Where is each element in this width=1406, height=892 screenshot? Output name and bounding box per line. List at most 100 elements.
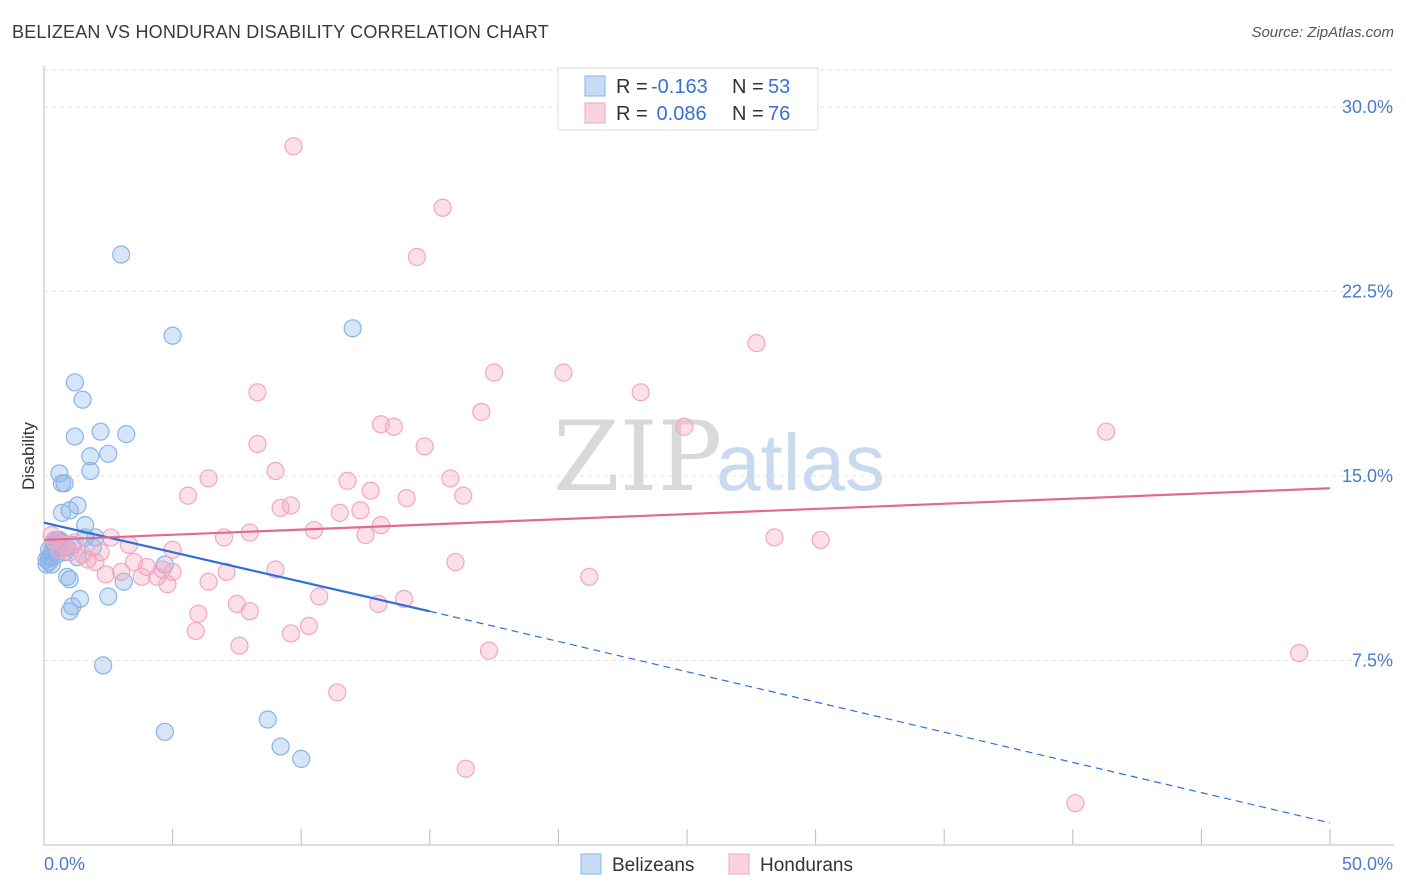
point-belizeans-45 xyxy=(292,749,311,768)
point-hondurans-26 xyxy=(351,501,370,520)
point-hondurans-19 xyxy=(178,486,198,505)
legend-swatch-belizeans xyxy=(584,75,606,97)
point-belizeans-2 xyxy=(343,319,362,338)
legend-n-label-1: N = xyxy=(732,76,764,98)
point-hondurans-18 xyxy=(441,469,460,488)
point-hondurans-15 xyxy=(199,469,218,488)
point-hondurans-14 xyxy=(415,437,434,456)
point-hondurans-49 xyxy=(446,552,465,572)
legend-r-value-2: 0.086 xyxy=(651,103,707,125)
point-hondurans-46 xyxy=(96,565,115,584)
point-hondurans-62 xyxy=(299,616,319,636)
chart-title: BELIZEAN VS HONDURAN DISABILITY CORRELAT… xyxy=(12,22,549,42)
x-tick-labels: 0.0% 50.0% xyxy=(44,854,1393,874)
point-hondurans-3 xyxy=(747,333,766,353)
point-hondurans-68 xyxy=(328,683,347,702)
point-hondurans-5 xyxy=(554,363,573,382)
point-hondurans-51 xyxy=(148,567,167,586)
x-tick-label-0: 0.0% xyxy=(44,854,85,874)
legend-r-label-1: R = xyxy=(616,76,648,98)
legend-r-value-1: -0.163 xyxy=(651,76,708,98)
point-hondurans-57 xyxy=(394,589,414,609)
point-hondurans-63 xyxy=(281,624,301,643)
point-hondurans-70 xyxy=(1066,794,1085,813)
point-belizeans-13 xyxy=(55,474,74,493)
legend-n-label-2: N = xyxy=(732,103,764,125)
watermark: ZIP atlas xyxy=(553,401,885,513)
point-hondurans-24 xyxy=(271,498,290,518)
point-belizeans-40 xyxy=(60,602,79,621)
point-hondurans-2 xyxy=(407,247,427,267)
point-hondurans-54 xyxy=(217,562,236,582)
point-hondurans-56 xyxy=(310,587,329,606)
point-belizeans-4 xyxy=(73,390,92,409)
point-hondurans-74 xyxy=(65,533,84,552)
point-belizeans-3 xyxy=(65,373,84,392)
point-hondurans-21 xyxy=(454,486,473,505)
point-belizeans-17 xyxy=(76,516,95,535)
point-belizeans-1 xyxy=(163,326,182,345)
point-hondurans-32 xyxy=(765,528,784,547)
point-hondurans-0 xyxy=(284,137,303,156)
point-hondurans-72 xyxy=(60,543,79,562)
point-hondurans-35 xyxy=(119,535,138,554)
point-belizeans-38 xyxy=(70,589,90,609)
point-hondurans-1 xyxy=(433,198,452,217)
bottom-legend-label-belizeans: Belizeans xyxy=(612,855,694,876)
point-belizeans-0 xyxy=(112,245,131,264)
point-belizeans-5 xyxy=(65,427,84,446)
trend-lines xyxy=(43,487,1331,824)
y-tick-label-0: 7.5% xyxy=(1352,650,1393,670)
point-hondurans-67 xyxy=(1290,643,1309,663)
point-hondurans-10 xyxy=(384,417,403,436)
point-hondurans-17 xyxy=(338,471,357,490)
top-legend: R = -0.163 N = 53 R = 0.086 N = 76 xyxy=(557,67,819,131)
point-belizeans-39 xyxy=(63,597,82,616)
gridlines xyxy=(44,69,1394,661)
point-hondurans-53 xyxy=(199,572,218,591)
point-hondurans-48 xyxy=(266,560,285,579)
point-hondurans-6 xyxy=(248,383,267,402)
axes xyxy=(43,66,1394,846)
bottom-legend: Belizeans Hondurans xyxy=(580,853,853,876)
point-belizeans-42 xyxy=(155,722,174,741)
point-belizeans-7 xyxy=(117,425,136,444)
point-hondurans-4 xyxy=(485,363,504,382)
point-hondurans-20 xyxy=(361,481,380,500)
trend-line-hondurans xyxy=(43,487,1331,542)
legend-r-label-2: R = xyxy=(616,103,648,125)
y-tick-labels: 7.5% 15.0% 22.5% 30.0% xyxy=(1342,97,1393,671)
watermark-atlas: atlas xyxy=(716,418,885,507)
bottom-legend-swatch-hondurans xyxy=(728,853,750,875)
point-hondurans-13 xyxy=(248,434,267,454)
point-hondurans-33 xyxy=(811,530,830,550)
y-tick-label-3: 30.0% xyxy=(1342,97,1393,117)
point-belizeans-32 xyxy=(40,552,59,572)
watermark-zip: ZIP xyxy=(553,401,722,513)
point-hondurans-8 xyxy=(472,402,491,422)
point-hondurans-66 xyxy=(479,641,499,660)
y-tick-label-1: 15.0% xyxy=(1342,466,1393,486)
legend-n-value-2: 76 xyxy=(768,103,790,125)
point-hondurans-73 xyxy=(91,543,110,562)
point-belizeans-6 xyxy=(91,422,110,441)
trend-line-extension-belizeans xyxy=(429,610,1331,824)
point-belizeans-41 xyxy=(94,656,113,675)
point-hondurans-31 xyxy=(356,525,375,545)
point-hondurans-41 xyxy=(86,552,105,572)
bottom-legend-swatch-belizeans xyxy=(580,853,602,875)
point-hondurans-7 xyxy=(631,383,650,402)
series-belizeans xyxy=(37,245,362,768)
legend-n-value-1: 53 xyxy=(768,76,790,98)
point-hondurans-16 xyxy=(266,461,285,481)
x-tick-label-1: 50.0% xyxy=(1342,854,1393,874)
source-label: Source: ZipAtlas.com xyxy=(1251,24,1394,41)
point-hondurans-65 xyxy=(230,636,249,655)
point-hondurans-50 xyxy=(132,567,151,586)
point-hondurans-25 xyxy=(330,503,349,522)
point-belizeans-44 xyxy=(271,737,290,756)
point-belizeans-16 xyxy=(52,503,72,522)
point-belizeans-43 xyxy=(258,710,277,729)
point-hondurans-64 xyxy=(186,621,205,641)
